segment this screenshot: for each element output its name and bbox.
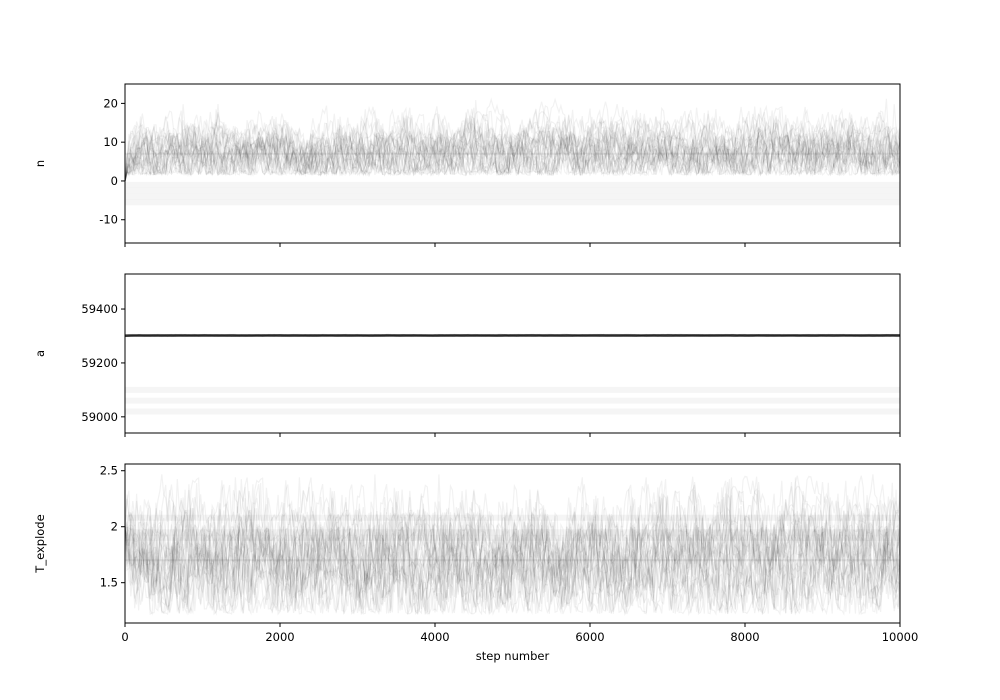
walker-traces: [125, 333, 900, 415]
y-tick-label: 59400: [81, 302, 118, 316]
walker-line: [125, 482, 900, 614]
y-tick-label: -10: [99, 213, 118, 227]
walker-line: [125, 477, 900, 614]
x-tick-label: 4000: [420, 630, 449, 644]
axes-frame: [124, 463, 901, 624]
walker-line: [125, 108, 900, 182]
walker-line: [125, 110, 900, 182]
walker-line: [125, 475, 900, 615]
x-tick-label: 6000: [575, 630, 604, 644]
walker-line: [125, 101, 900, 182]
walker-line: [125, 475, 900, 617]
panel-1: 20 10 0 -10 n: [33, 83, 901, 247]
walker-line: [125, 482, 900, 616]
walker-traces: [125, 97, 900, 206]
walker-line: [125, 489, 900, 616]
walker-line: [125, 107, 900, 182]
walker-traces: [125, 474, 900, 617]
walker-line: [125, 476, 900, 616]
y-tick-label: 59000: [81, 410, 118, 424]
y-tick-label: 59200: [81, 356, 118, 370]
walker-line: [125, 474, 900, 613]
walker-line: [125, 477, 900, 615]
walker-line: [125, 477, 900, 615]
y-tick-label: 2.5: [100, 464, 118, 478]
walker-line: [125, 484, 900, 616]
walker-line: [125, 106, 900, 182]
walker-line: [125, 97, 900, 182]
axes-frame: [124, 273, 901, 434]
y-tick-label: 0: [111, 174, 118, 188]
x-tick-label: 10000: [882, 630, 919, 644]
y-axis-label: n: [33, 160, 47, 167]
walker-line: [125, 109, 900, 182]
walker-line: [125, 482, 900, 614]
walker-line: [125, 104, 900, 182]
x-axis-label: step number: [476, 649, 550, 663]
x-tick-label: 8000: [730, 630, 759, 644]
walker-line: [125, 106, 900, 182]
walker-line: [125, 97, 900, 182]
axes-frame: [124, 83, 901, 244]
walker-line: [125, 482, 900, 616]
y-tick-label: 10: [103, 135, 118, 149]
walker-line: [125, 484, 900, 615]
walker-line: [125, 100, 900, 182]
y-axis-label: a: [33, 350, 47, 357]
x-tick-label: 2000: [265, 630, 294, 644]
walker-line: [125, 116, 900, 182]
walker-line: [125, 475, 900, 615]
walker-line: [125, 475, 900, 617]
walker-line: [125, 482, 900, 615]
walker-line: [125, 484, 900, 616]
walker-line: [125, 103, 900, 182]
walker-line: [125, 489, 900, 616]
walker-line: [125, 474, 900, 616]
walker-line: [125, 482, 900, 615]
walker-line: [125, 104, 900, 182]
walker-line: [125, 106, 900, 182]
panel-2: 59400 59200 59000 a: [33, 273, 901, 437]
y-tick-label: 20: [103, 96, 118, 110]
walker-line: [125, 106, 900, 182]
walker-line: [125, 101, 900, 182]
walker-line: [125, 474, 900, 614]
walker-line: [125, 103, 900, 182]
walker-line: [125, 107, 900, 182]
walker-line: [125, 114, 900, 182]
y-tick-label: 2: [111, 520, 118, 534]
walker-line: [125, 107, 900, 182]
walker-line: [125, 106, 900, 182]
walker-line: [125, 474, 900, 616]
x-tick-label: 0: [121, 630, 128, 644]
walker-line: [125, 484, 900, 614]
y-axis-label: T_explode: [33, 514, 47, 573]
walker-line: [125, 110, 900, 182]
walker-line: [125, 108, 900, 182]
walker-line: [125, 484, 900, 616]
walker-line: [125, 482, 900, 616]
y-tick-label: 1.5: [100, 576, 118, 590]
walker-line: [125, 98, 900, 182]
walker-line: [125, 108, 900, 182]
trace-panels: 20 10 0 -10 n 59400 59200 59000 a 2.5 2 1.5 0 2000 400…: [33, 83, 919, 644]
panel-3: 2.5 2 1.5 0 2000 4000 6000 8000 10000 T_explode: [33, 463, 919, 644]
walker-line: [125, 479, 900, 616]
walker-line: [125, 118, 900, 182]
walker-line: [125, 110, 900, 182]
walker-line: [125, 479, 900, 616]
